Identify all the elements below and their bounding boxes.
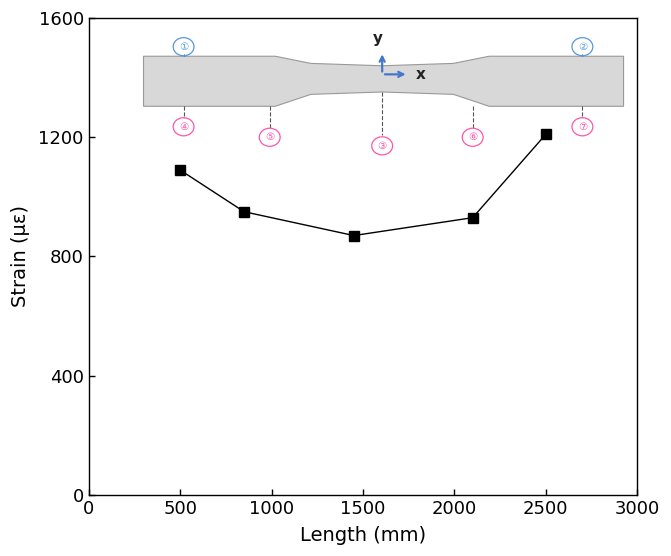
X-axis label: Length (mm): Length (mm) [300, 526, 426, 545]
Text: ③: ③ [378, 141, 386, 151]
Text: ①: ① [179, 42, 188, 52]
Text: ⑥: ⑥ [468, 132, 477, 142]
Text: ②: ② [578, 42, 587, 52]
Text: ⑦: ⑦ [578, 122, 587, 132]
Text: ⑤: ⑤ [265, 132, 274, 142]
FancyArrowPatch shape [385, 72, 403, 77]
Y-axis label: Strain (με): Strain (με) [11, 205, 30, 307]
Polygon shape [144, 56, 623, 106]
Text: x: x [415, 67, 425, 82]
FancyArrowPatch shape [380, 57, 384, 72]
Text: ④: ④ [179, 122, 188, 132]
Text: y: y [373, 31, 382, 46]
